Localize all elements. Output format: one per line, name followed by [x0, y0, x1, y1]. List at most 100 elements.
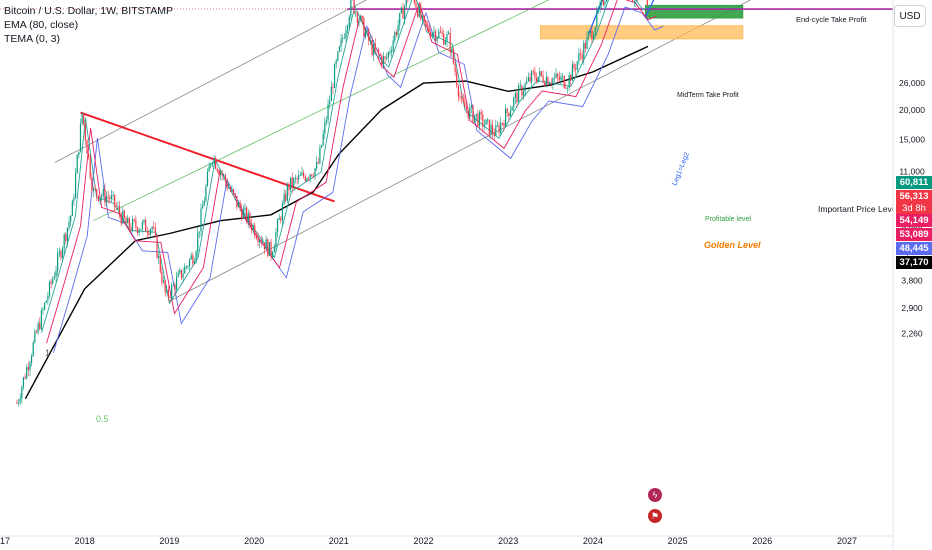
candle-body	[472, 105, 474, 122]
x-tick-label: 2027	[837, 536, 857, 546]
candle-body	[464, 101, 466, 108]
candle-body	[135, 220, 137, 228]
flash-event-icon[interactable]: ϟ	[648, 488, 662, 502]
x-tick-label: 2020	[244, 536, 264, 546]
candle-body	[583, 42, 585, 60]
candle-body	[58, 251, 60, 254]
candle-body	[485, 119, 487, 125]
candle-body	[443, 33, 445, 45]
candle-body	[399, 13, 401, 26]
candle-body	[487, 119, 489, 121]
candle-body	[469, 107, 471, 118]
candle-body	[110, 195, 113, 200]
candle-body	[190, 255, 192, 260]
y-axis: 2,2602,9003,8005,0006,5008,50011,00015,0…	[892, 0, 932, 550]
candle-body	[246, 207, 248, 223]
candle-body	[237, 202, 240, 207]
candle-body	[562, 76, 564, 77]
candle-body	[17, 401, 20, 404]
candle-body	[511, 107, 513, 111]
candle-body	[16, 403, 18, 404]
candle-body	[112, 194, 114, 196]
candle-body	[262, 242, 264, 244]
candle-body	[496, 125, 499, 127]
moving-averages	[24, 0, 664, 400]
candle-body	[596, 10, 598, 28]
candle-body	[591, 30, 593, 40]
profitable-zone	[645, 4, 744, 19]
candle-body	[548, 83, 551, 85]
candle-body	[324, 121, 326, 134]
candle-body	[304, 176, 306, 181]
candle-body	[568, 75, 570, 88]
x-tick-label: 2025	[668, 536, 688, 546]
candle-body	[153, 227, 155, 228]
candle-body	[270, 242, 272, 257]
currency-button[interactable]: USD	[894, 5, 926, 27]
candle-body	[431, 33, 433, 37]
candle-body	[379, 53, 381, 56]
candle-body	[278, 217, 280, 220]
us-flag-event-icon[interactable]: ⚑	[648, 509, 662, 523]
candle-body	[47, 295, 49, 301]
candle-body	[565, 87, 567, 89]
candle-body	[226, 181, 228, 189]
end-cycle-label: End-cycle Take Profit	[796, 15, 867, 24]
blue-ma-line	[52, 6, 664, 354]
candle-body	[553, 77, 556, 79]
candle-body	[34, 331, 36, 343]
candle-body	[97, 195, 99, 201]
candle-body	[213, 158, 215, 164]
candle-body	[27, 367, 29, 371]
candle-body	[188, 259, 191, 267]
candle-body	[314, 168, 316, 177]
candle-body	[148, 232, 150, 235]
candle-body	[263, 242, 266, 250]
candle-body	[387, 52, 389, 58]
candle-body	[376, 49, 378, 51]
chart-annotations: End-cycle Take Profit MidTerm Take Profi…	[45, 15, 898, 424]
candle-body	[558, 77, 560, 81]
candle-body	[421, 16, 424, 20]
candle-body	[92, 188, 95, 191]
candle-body	[211, 163, 214, 165]
candle-body	[280, 217, 282, 221]
candle-body	[534, 71, 536, 78]
candle-body	[451, 48, 453, 53]
candle-body	[447, 32, 450, 35]
candle-body	[364, 31, 367, 37]
candle-body	[71, 201, 73, 216]
candle-body	[283, 194, 285, 204]
symbol-title[interactable]: Bitcoin / U.S. Dollar, 1W, BITSTAMP	[4, 5, 174, 17]
candle-body	[53, 276, 56, 279]
candle-body	[524, 83, 526, 92]
candle-body	[229, 188, 231, 191]
candle-body	[526, 81, 528, 84]
candle-body	[128, 218, 130, 228]
candle-body	[120, 214, 122, 224]
pink-ma-line	[46, 0, 657, 344]
candle-body	[532, 71, 534, 73]
candle-body	[475, 113, 477, 116]
candle-body	[531, 71, 533, 82]
candle-body	[224, 175, 227, 182]
candle-body	[184, 266, 186, 274]
candle-body	[241, 208, 243, 219]
ema-legend[interactable]: EMA (80, close)	[4, 19, 79, 31]
fib-1-label: 1	[45, 348, 50, 358]
candle-body	[340, 39, 342, 47]
candle-body	[206, 171, 209, 187]
candle-body	[338, 46, 341, 52]
candle-body	[552, 78, 554, 84]
candle-body	[444, 41, 446, 45]
candle-body	[402, 7, 404, 19]
y-axis-bg	[893, 0, 932, 550]
candle-body	[373, 43, 375, 56]
candle-body	[527, 77, 529, 82]
candle-body	[30, 356, 33, 363]
candle-body	[345, 30, 347, 38]
candle-body	[470, 105, 472, 108]
tema-legend[interactable]: TEMA (0, 3)	[4, 33, 61, 45]
candle-body	[415, 3, 417, 8]
